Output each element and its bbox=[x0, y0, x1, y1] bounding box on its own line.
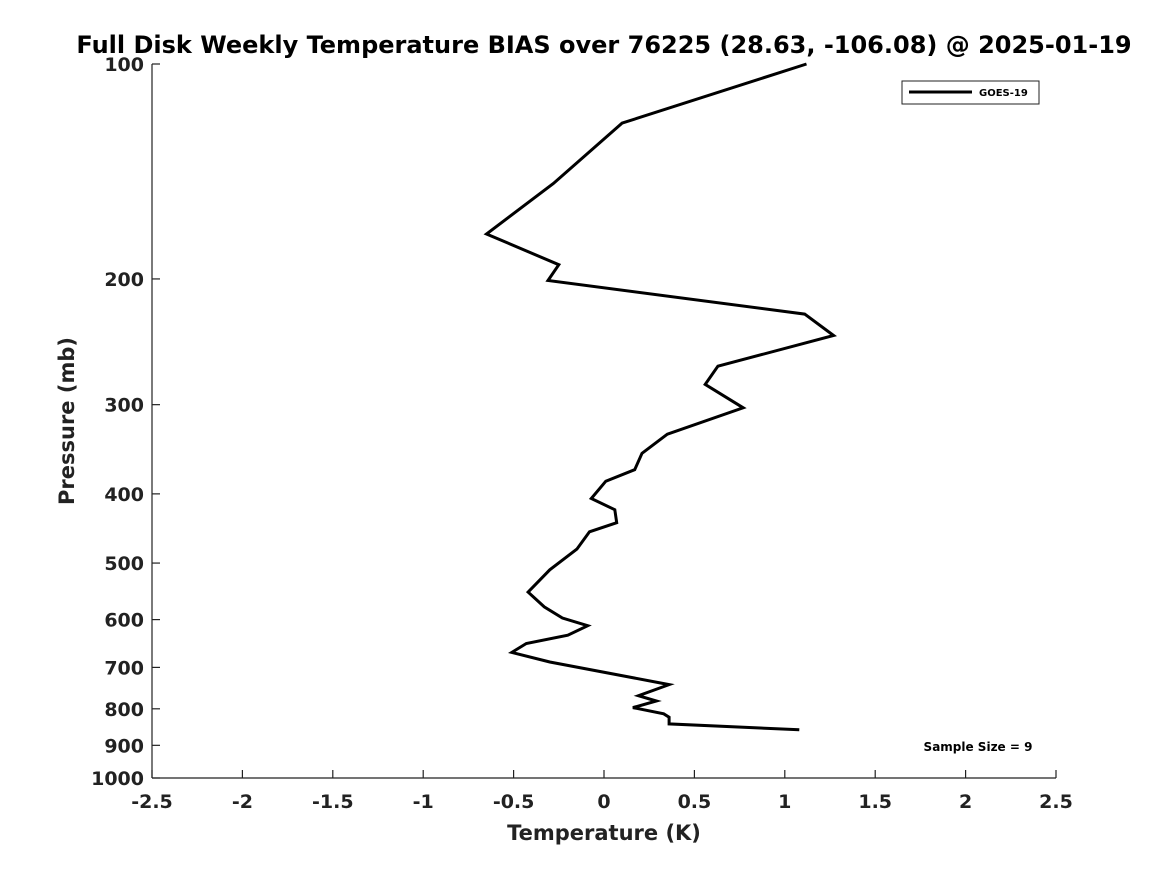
y-tick-label: 600 bbox=[104, 610, 144, 632]
y-tick-label: 400 bbox=[104, 484, 144, 506]
series-group bbox=[483, 62, 837, 732]
y-tick-label: 300 bbox=[104, 395, 144, 417]
y-axis-ticks: 100 200 300 400 500 600 700 800 900 1000 bbox=[91, 54, 160, 790]
y-axis-label: Pressure (mb) bbox=[55, 337, 79, 505]
series-line-goes-19 bbox=[483, 62, 837, 732]
x-tick-label: -2.5 bbox=[131, 791, 173, 813]
chart-title: Full Disk Weekly Temperature BIAS over 7… bbox=[76, 31, 1131, 59]
x-tick-label: -1 bbox=[413, 791, 434, 813]
y-tick-label: 800 bbox=[104, 699, 144, 721]
x-tick-label: 0 bbox=[597, 791, 610, 813]
x-tick-label: 2.5 bbox=[1039, 791, 1073, 813]
x-tick-label: -2 bbox=[232, 791, 253, 813]
legend: GOES-19 bbox=[901, 80, 1040, 105]
x-tick-label: 0.5 bbox=[678, 791, 712, 813]
x-tick-label: -0.5 bbox=[493, 791, 535, 813]
legend-label-goes-19: GOES-19 bbox=[979, 88, 1028, 99]
x-tick-label: -1.5 bbox=[312, 791, 354, 813]
x-axis-label: Temperature (K) bbox=[507, 821, 701, 845]
x-axis-ticks: -2.5 -2 -1.5 -1 -0.5 0 0.5 1 1.5 2 2.5 bbox=[131, 770, 1073, 813]
sample-size-annotation: Sample Size = 9 bbox=[924, 740, 1033, 754]
y-tick-label: 500 bbox=[104, 553, 144, 575]
y-tick-label: 1000 bbox=[91, 768, 144, 790]
x-tick-label: 1.5 bbox=[858, 791, 892, 813]
y-tick-label: 200 bbox=[104, 269, 144, 291]
x-tick-label: 2 bbox=[959, 791, 972, 813]
y-tick-label: 900 bbox=[104, 735, 144, 757]
y-tick-label: 700 bbox=[104, 657, 144, 679]
y-tick-label: 100 bbox=[104, 54, 144, 76]
x-tick-label: 1 bbox=[778, 791, 791, 813]
